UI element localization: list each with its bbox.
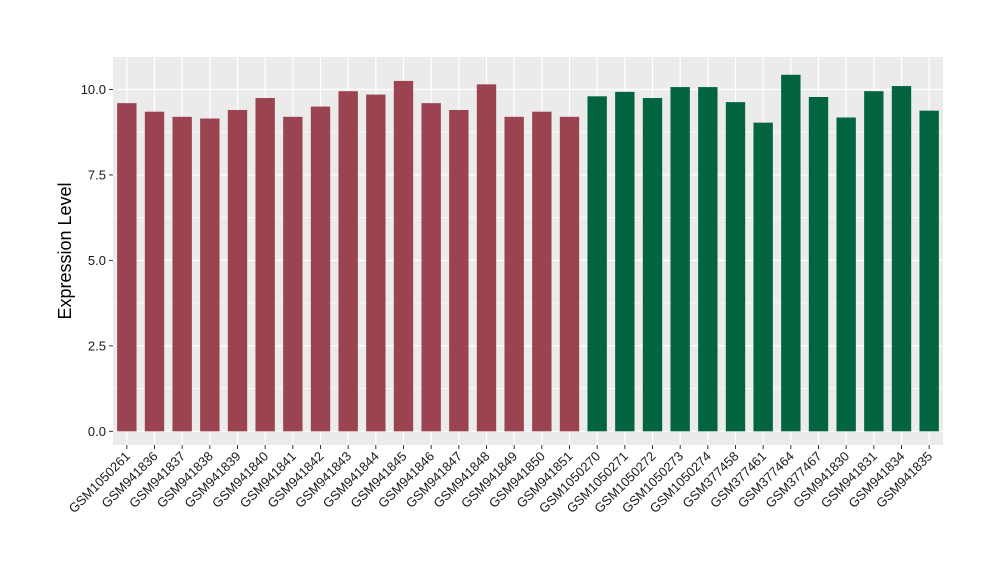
y-axis: 0.0 2.5 5.0 7.5 10.0 xyxy=(81,82,113,439)
plot-panel xyxy=(113,57,943,445)
bar-gsm377461 xyxy=(753,122,773,432)
x-axis: GSM1050261GSM941836GSM941837GSM941838GSM… xyxy=(66,445,935,516)
bar-gsm941848 xyxy=(476,84,497,432)
bar-gsm941847 xyxy=(449,109,469,432)
bar-gsm941842 xyxy=(310,106,331,432)
bar-gsm941838 xyxy=(200,118,220,432)
bar-gsm941844 xyxy=(366,94,386,432)
bar-gsm941849 xyxy=(504,116,524,432)
bar-gsm941843 xyxy=(338,91,358,432)
bars xyxy=(117,74,939,432)
y-tick-label: 10.0 xyxy=(81,82,106,97)
bar-gsm941830 xyxy=(836,117,856,432)
bar-gsm941831 xyxy=(864,91,884,432)
bar-gsm941836 xyxy=(144,111,165,432)
bar-gsm941835 xyxy=(919,110,939,432)
y-tick-label: 7.5 xyxy=(88,167,106,182)
bar-gsm941837 xyxy=(172,116,192,432)
bar-gsm941839 xyxy=(227,109,248,432)
bar-gsm377464 xyxy=(781,74,801,432)
y-tick-label: 5.0 xyxy=(88,253,106,268)
bar-gsm1050261 xyxy=(117,103,137,432)
y-tick-label: 2.5 xyxy=(88,338,106,353)
bar-gsm1050273 xyxy=(670,87,690,432)
bar-gsm1050270 xyxy=(587,96,607,432)
bar-gsm941834 xyxy=(891,86,912,432)
bar-gsm941850 xyxy=(532,111,552,432)
bar-gsm1050271 xyxy=(615,91,635,432)
bar-gsm941851 xyxy=(559,116,580,432)
bar-gsm941840 xyxy=(255,98,275,432)
bar-gsm941846 xyxy=(421,103,441,432)
bar-gsm377467 xyxy=(808,96,829,432)
y-tick-label: 0.0 xyxy=(88,424,106,439)
bar-gsm941845 xyxy=(393,80,414,432)
bar-gsm377458 xyxy=(725,102,746,432)
y-axis-title: Expression Level xyxy=(55,182,75,319)
bar-gsm941841 xyxy=(283,116,303,432)
bar-gsm1050274 xyxy=(698,87,718,432)
bar-gsm1050272 xyxy=(642,98,663,432)
